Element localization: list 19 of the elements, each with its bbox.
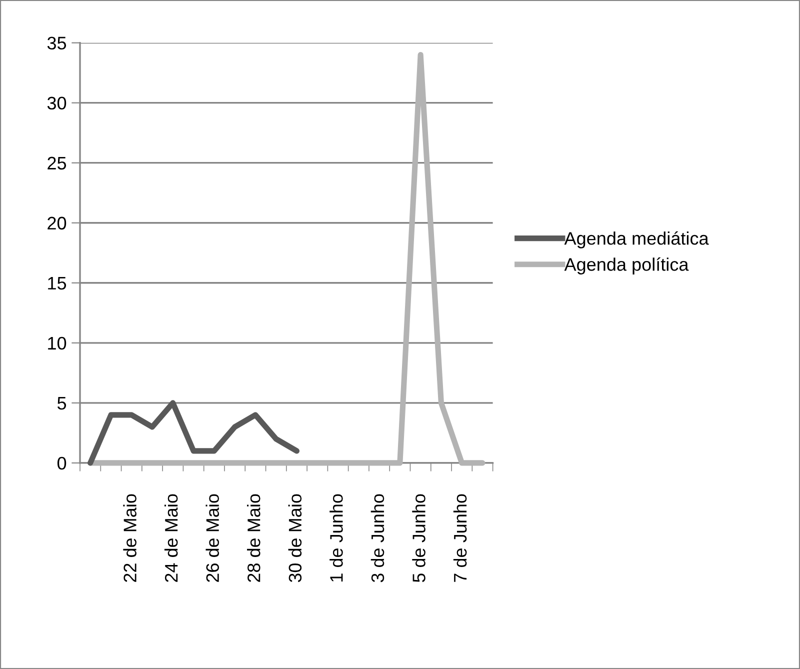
x-tick-label: 24 de Maio <box>164 494 178 582</box>
x-tick-label: 7 de Junho <box>453 494 467 582</box>
legend-label: Agenda política <box>564 257 689 274</box>
y-tick-label: 30 <box>47 96 66 110</box>
y-tick-label: 20 <box>48 216 66 230</box>
y-tick-label: 15 <box>48 277 66 290</box>
y-tick-label: 5 <box>57 397 66 410</box>
x-tick-label: 22 de Maio <box>123 494 136 582</box>
x-tick-label: 28 de Maio <box>247 494 260 582</box>
x-tick-label: 30 de Maio <box>288 494 302 582</box>
x-tick-label: 1 de Junho <box>330 494 343 582</box>
y-tick-label: 10 <box>48 336 66 350</box>
y-tick-label: 0 <box>57 456 66 470</box>
x-tick-label: 5 de Junho <box>412 494 426 582</box>
legend-label: Agenda mediática <box>564 231 709 248</box>
x-tick-label: 26 de Maio <box>206 494 220 582</box>
y-tick-label: 35 <box>47 36 66 50</box>
x-tick-label: 3 de Junho <box>370 494 384 582</box>
y-tick-label: 25 <box>48 156 66 170</box>
